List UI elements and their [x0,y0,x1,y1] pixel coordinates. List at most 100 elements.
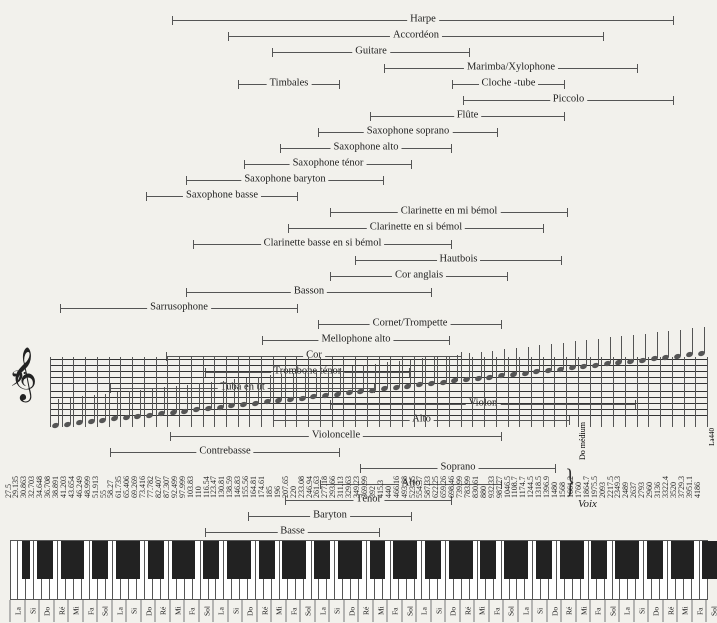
note-name-label-3: Ré [54,600,69,622]
piano-black-key-84[interactable] [686,541,694,579]
piano-white-key-0[interactable]: 27.5 [10,540,18,600]
piano-black-key-69[interactable] [568,541,576,579]
instrument-range-label-timbales: Timbales [267,77,312,88]
piano-black-key-10[interactable] [100,541,108,579]
piano-black-key-45[interactable] [377,541,385,579]
piano-black-key-51[interactable] [425,541,433,579]
note-name-label-0: La [10,600,25,622]
staff-barline-37 [484,357,485,427]
note-name-label-11: Mi [170,600,185,622]
piano-black-key-21[interactable] [187,541,195,579]
piano-black-key-59[interactable] [488,541,496,579]
piano-black-key-80[interactable] [655,541,663,579]
piano-black-key-82[interactable] [671,541,679,579]
instrument-range-label-cor-anglais: Cor anglais [392,269,446,280]
staff-barline-38 [496,357,497,427]
piano-black-key-19[interactable] [172,541,180,579]
piano-black-key-62[interactable] [512,541,520,579]
piano-black-key-47[interactable] [393,541,401,579]
staff-stem-33 [446,356,447,382]
piano-black-key-34[interactable] [290,541,298,579]
note-name-label-35: La [518,600,533,622]
piano-black-key-12[interactable] [116,541,124,579]
staff-barline-35 [461,357,462,427]
piano-black-key-87[interactable] [710,541,717,579]
piano-black-key-13[interactable] [124,541,132,579]
piano-black-key-54[interactable] [449,541,457,579]
instrument-range-label-cornet-trompette: Cornet/Trompette [370,317,451,328]
note-name-label-38: Ré [561,600,576,622]
staff-stem-47 [610,337,611,363]
note-name-label-37: Do [547,600,562,622]
staff-barline-53 [672,357,673,427]
staff-barline-42 [543,357,544,427]
staff-stem-43 [563,343,564,369]
piano-black-key-31[interactable] [267,541,275,579]
staff-stem-44 [575,341,576,367]
piano-black-key-61[interactable] [504,541,512,579]
piano-black-key-42[interactable] [354,541,362,579]
piano-black-key-58[interactable] [480,541,488,579]
piano-black-key-0[interactable] [22,541,30,579]
staff-barline-45 [578,357,579,427]
piano-black-key-26[interactable] [227,541,235,579]
staff-stem-48 [621,336,622,362]
piano-black-key-52[interactable] [433,541,441,579]
piano-black-key-37[interactable] [314,541,322,579]
piano-black-key-41[interactable] [346,541,354,579]
piano-black-key-5[interactable] [61,541,69,579]
piano-black-key-9[interactable] [92,541,100,579]
piano-black-key-24[interactable] [211,541,219,579]
piano-black-key-75[interactable] [615,541,623,579]
staff-barline-29 [390,357,391,427]
piano-black-key-35[interactable] [298,541,306,579]
piano-black-key-44[interactable] [370,541,378,579]
staff-barline-31 [414,357,415,427]
piano-black-key-63[interactable] [520,541,528,579]
piano-black-key-7[interactable] [76,541,84,579]
piano-black-key-6[interactable] [69,541,77,579]
piano-black-key-16[interactable] [148,541,156,579]
piano-black-key-23[interactable] [203,541,211,579]
piano-black-key-17[interactable] [156,541,164,579]
piano-black-key-76[interactable] [623,541,631,579]
staff-barline-47 [601,357,602,427]
staff-stem-40 [528,347,529,373]
piano-black-key-83[interactable] [679,541,687,579]
piano-black-key-77[interactable] [631,541,639,579]
note-name-label-22: Si [329,600,344,622]
piano-black-key-70[interactable] [576,541,584,579]
staff-barline-18 [261,357,262,427]
piano-black-key-3[interactable] [45,541,53,579]
note-name-label-28: La [416,600,431,622]
piano-black-key-49[interactable] [409,541,417,579]
staff-barline-54 [684,357,685,427]
piano-black-key-14[interactable] [132,541,140,579]
staff-barline-4 [97,357,98,427]
piano-black-key-66[interactable] [544,541,552,579]
piano-black-key-79[interactable] [647,541,655,579]
piano-black-key-27[interactable] [235,541,243,579]
piano-black-key-40[interactable] [338,541,346,579]
piano-black-key-2[interactable] [37,541,45,579]
piano-black-key-68[interactable] [560,541,568,579]
piano-black-key-73[interactable] [599,541,607,579]
piano-black-key-33[interactable] [282,541,290,579]
piano-black-key-48[interactable] [401,541,409,579]
piano-black-key-28[interactable] [243,541,251,579]
note-name-label-45: Ré [663,600,678,622]
staff-barline-28 [379,357,380,427]
staff-stem-22 [316,370,317,396]
staff-stem-50 [645,334,646,360]
note-name-label-8: Si [126,600,141,622]
note-name-label-9: Do [141,600,156,622]
piano-black-key-55[interactable] [457,541,465,579]
piano-black-key-65[interactable] [536,541,544,579]
piano-black-key-56[interactable] [465,541,473,579]
piano-black-key-20[interactable] [179,541,187,579]
note-name-label-43: Si [634,600,649,622]
piano-black-key-86[interactable] [702,541,710,579]
piano-black-key-72[interactable] [591,541,599,579]
piano-black-key-38[interactable] [322,541,330,579]
piano-black-key-30[interactable] [259,541,267,579]
